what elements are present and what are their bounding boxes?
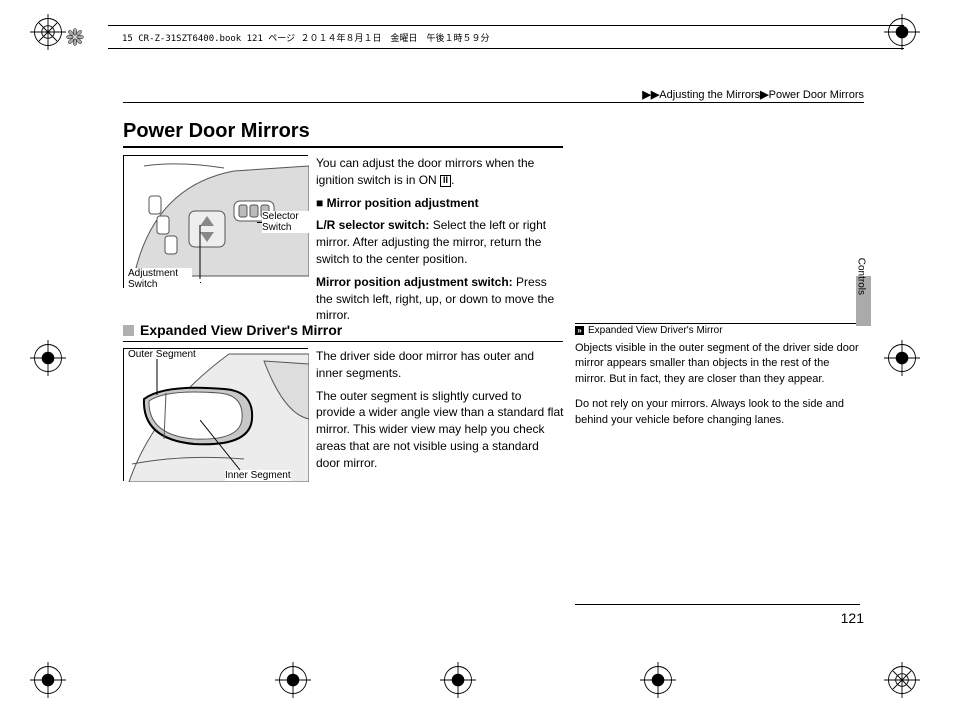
reg-mark-bc1 [275,662,311,698]
fig1-adjust-label: Adjustment Switch [128,268,192,290]
subheading2-text: Expanded View Driver's Mirror [140,322,342,338]
note-p1: Objects visible in the outer segment of … [575,341,860,387]
reg-mark-bl [30,662,66,698]
leader-inner-line [200,420,250,475]
breadcrumb: ▶▶Adjusting the Mirrors▶Power Door Mirro… [642,88,864,101]
reg-mark-br [884,662,920,698]
breadcrumb-rule [123,102,864,103]
breadcrumb-a: Adjusting the Mirrors [659,89,760,101]
leader-adjustment-line [190,225,210,285]
section1-p2-bold: Mirror position adjustment switch: [316,275,513,289]
section1-text: You can adjust the door mirrors when the… [316,155,564,330]
subheading-marker-icon [123,325,134,336]
note-body: Objects visible in the outer segment of … [575,341,860,438]
print-header: 15 CR-Z-31SZT6400.book 121 ページ ２０１４年８月１日… [108,25,904,49]
note-p2: Do not rely on your mirrors. Always look… [575,397,860,428]
section1-intro-tail: . [451,173,454,187]
title-rule [123,146,563,148]
reg-mark-tl [30,14,66,50]
header-text: 15 CR-Z-31SZT6400.book 121 ページ ２０１４年８月１日… [112,31,490,44]
leader-outer-line [152,359,162,399]
reg-mark-ml [30,340,66,376]
section2-text: The driver side door mirror has outer an… [316,348,564,478]
section2-p1: The driver side door mirror has outer an… [316,348,564,382]
page-number: 121 [841,610,864,626]
breadcrumb-b: Power Door Mirrors [769,89,864,101]
reg-mark-mr [884,340,920,376]
section1-intro: You can adjust the door mirrors when the… [316,156,534,187]
header-flower-icon [66,28,84,46]
page-title: Power Door Mirrors [123,120,310,143]
note-ref-text: Expanded View Driver's Mirror [588,325,723,336]
note-rule [575,323,860,324]
fig1-selector-label: Selector Switch [262,211,312,233]
breadcrumb-arrow-icon: ▶▶ [642,89,659,101]
page-rule [575,604,860,605]
reg-mark-bc3 [640,662,676,698]
breadcrumb-arrow-icon: ▶ [760,89,768,101]
on-ii-icon: II [440,175,451,187]
section1-subhead: Mirror position adjustment [327,196,479,210]
subheading-expanded-view: Expanded View Driver's Mirror [123,322,342,338]
section2-p2: The outer segment is slightly curved to … [316,388,564,472]
side-tab-label: Controls [855,258,866,295]
subheading-rule [123,341,563,342]
note-ref: » Expanded View Driver's Mirror [575,325,723,336]
section1-p1-bold: L/R selector switch: [316,218,429,232]
reg-mark-bc2 [440,662,476,698]
note-ref-icon: » [575,326,584,335]
